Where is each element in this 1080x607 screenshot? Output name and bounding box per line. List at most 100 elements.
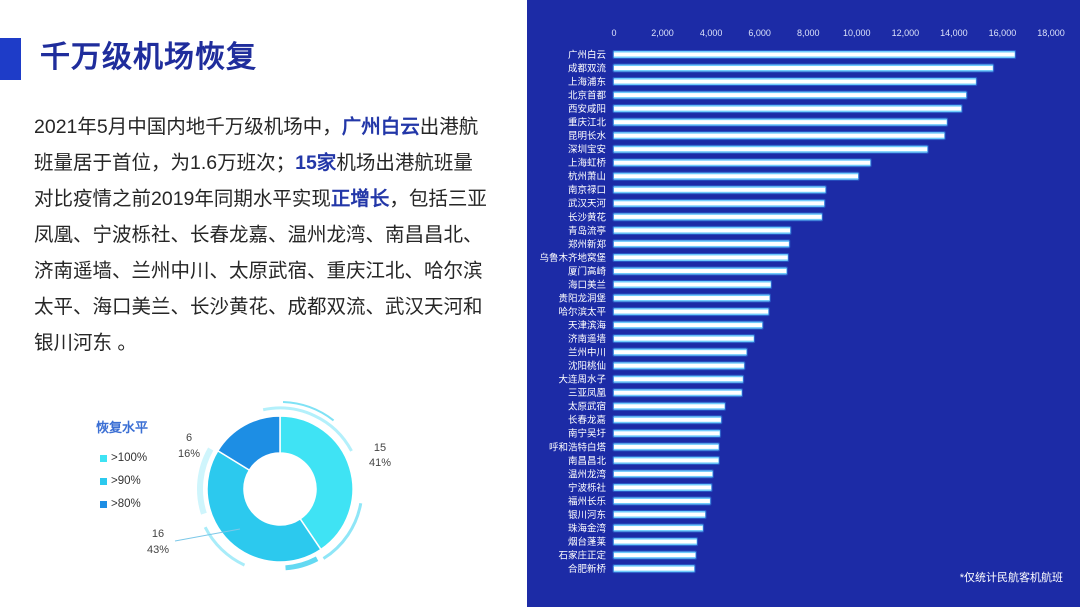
slice-percent-label: 41% bbox=[369, 457, 391, 469]
airport-bar bbox=[614, 539, 697, 544]
airport-bar bbox=[614, 133, 945, 138]
airport-label: 银川河东 bbox=[568, 509, 606, 521]
airport-bar bbox=[614, 309, 769, 314]
legend-label: >90% bbox=[111, 475, 141, 487]
slice-value-label: 16 bbox=[152, 528, 164, 540]
slice-value-label: 6 bbox=[186, 432, 192, 444]
highlight-text: 正增长 bbox=[330, 188, 390, 210]
airport-bar bbox=[614, 160, 871, 165]
airport-label: 郑州新郑 bbox=[568, 238, 607, 250]
airport-label: 上海虹桥 bbox=[568, 157, 607, 169]
airport-label: 北京首都 bbox=[568, 89, 607, 101]
airport-bar bbox=[614, 553, 696, 558]
airport-label: 海口美兰 bbox=[568, 279, 606, 291]
airport-bar bbox=[614, 187, 826, 192]
airport-label: 哈尔滨太平 bbox=[558, 306, 606, 318]
airport-label: 宁波栎社 bbox=[568, 482, 607, 494]
airport-bar bbox=[614, 106, 962, 111]
intro-text: 出港航 bbox=[419, 116, 479, 138]
airport-label: 成都双流 bbox=[568, 62, 607, 74]
intro-line: 2021年5月中国内地千万级机场中，广州白云出港航 bbox=[34, 109, 520, 145]
airport-bar bbox=[614, 526, 703, 531]
x-tick-label: 10,000 bbox=[843, 28, 871, 38]
x-tick-label: 4,000 bbox=[700, 28, 723, 38]
decorative-arc bbox=[262, 406, 353, 452]
airport-label: 昆明长水 bbox=[568, 130, 607, 142]
x-tick-label: 12,000 bbox=[892, 28, 920, 38]
legend-swatch bbox=[100, 455, 107, 462]
airport-bar bbox=[614, 120, 947, 125]
airport-bar bbox=[614, 377, 743, 382]
x-tick-label: 0 bbox=[611, 28, 616, 38]
legend-title: 恢复水平 bbox=[96, 420, 149, 435]
airport-label: 济南遥墙 bbox=[568, 333, 607, 345]
x-tick-label: 8,000 bbox=[797, 28, 820, 38]
airport-bar bbox=[614, 255, 788, 260]
x-tick-label: 2,000 bbox=[651, 28, 674, 38]
intro-line: 济南遥墙、兰州中川、太原武宿、重庆江北、哈尔滨 bbox=[34, 253, 520, 289]
airport-label: 武汉天河 bbox=[568, 198, 607, 210]
intro-line: 对比疫情之前2019年同期水平实现正增长，包括三亚 bbox=[34, 181, 520, 217]
intro-text: ，包括三亚 bbox=[389, 188, 487, 210]
intro-text: 济南遥墙、兰州中川、太原武宿、重庆江北、哈尔滨 bbox=[34, 260, 483, 282]
intro-text: 2021年5月中国内地千万级机场中， bbox=[34, 116, 342, 138]
airport-label: 杭州萧山 bbox=[568, 171, 606, 183]
x-tick-label: 6,000 bbox=[748, 28, 771, 38]
intro-line: 太平、海口美兰、长沙黄花、成都双流、武汉天河和 bbox=[34, 289, 520, 325]
airport-bar bbox=[614, 296, 770, 301]
airport-bar bbox=[614, 471, 713, 476]
airport-label: 福州长乐 bbox=[568, 495, 607, 507]
airport-label: 合肥新桥 bbox=[568, 563, 607, 575]
airport-bar bbox=[614, 485, 712, 490]
airport-label: 长沙黄花 bbox=[568, 211, 607, 223]
airport-label: 长春龙嘉 bbox=[568, 414, 606, 426]
airport-label: 厦门高崎 bbox=[568, 265, 607, 277]
airport-label: 沈阳桃仙 bbox=[568, 360, 606, 372]
legend-label: >80% bbox=[111, 498, 141, 510]
airport-bar bbox=[614, 52, 1015, 57]
airport-bar bbox=[614, 566, 695, 571]
title-accent-bar bbox=[0, 38, 21, 80]
intro-line: 班量居于首位，为1.6万班次；15家机场出港航班量 bbox=[34, 145, 520, 181]
airport-bar bbox=[614, 444, 719, 449]
airport-label: 珠海金湾 bbox=[568, 522, 607, 534]
airport-bar bbox=[614, 268, 787, 273]
airport-bar bbox=[614, 79, 976, 84]
airport-label: 南宁吴圩 bbox=[568, 428, 607, 440]
decorative-arc bbox=[203, 526, 246, 567]
left-pane: 千万级机场恢复 2021年5月中国内地千万级机场中，广州白云出港航 班量居于首位，… bbox=[0, 0, 527, 607]
decorative-arc bbox=[283, 401, 335, 422]
airport-label: 乌鲁木齐地窝堡 bbox=[539, 252, 606, 264]
x-tick-label: 16,000 bbox=[989, 28, 1017, 38]
airport-label: 大连周水子 bbox=[558, 374, 606, 386]
intro-text: 银川河东 。 bbox=[34, 332, 137, 354]
right-pane: 0 2,000 4,000 6,000 8,000 10,000 12,000 14,000 1… bbox=[527, 0, 1080, 607]
highlight-text: 15家 bbox=[295, 152, 337, 174]
airport-label: 呼和浩特白塔 bbox=[549, 441, 607, 453]
airport-bar bbox=[614, 498, 710, 503]
airport-bar bbox=[614, 458, 719, 463]
highlight-text: 广州白云 bbox=[341, 116, 420, 138]
airport-label: 石家庄正定 bbox=[558, 550, 606, 562]
leader-line bbox=[174, 528, 241, 542]
x-tick-label: 14,000 bbox=[940, 28, 968, 38]
airport-label: 贵阳龙洞堡 bbox=[558, 292, 606, 304]
airport-bar bbox=[614, 404, 725, 409]
intro-text: 班量居于首位，为1.6万班次； bbox=[34, 152, 296, 174]
airport-label: 温州龙湾 bbox=[568, 468, 607, 480]
airport-bar bbox=[614, 66, 993, 71]
airport-bar bbox=[614, 241, 789, 246]
airport-label: 青岛流亭 bbox=[568, 225, 606, 237]
airport-bar bbox=[614, 228, 791, 233]
legend-label: >100% bbox=[111, 452, 148, 464]
intro-line: 凤凰、宁波栎社、长春龙嘉、温州龙湾、南昌昌北、 bbox=[34, 217, 520, 253]
airport-label: 重庆江北 bbox=[568, 117, 607, 129]
airport-bar bbox=[614, 214, 822, 219]
intro-text: 对比疫情之前2019年同期水平实现 bbox=[34, 188, 331, 210]
intro-line: 银川河东 。 bbox=[34, 325, 520, 361]
airport-label: 兰州中川 bbox=[568, 347, 606, 359]
airport-bar bbox=[614, 390, 742, 395]
airport-bar bbox=[614, 417, 721, 422]
airport-bar bbox=[614, 201, 825, 206]
